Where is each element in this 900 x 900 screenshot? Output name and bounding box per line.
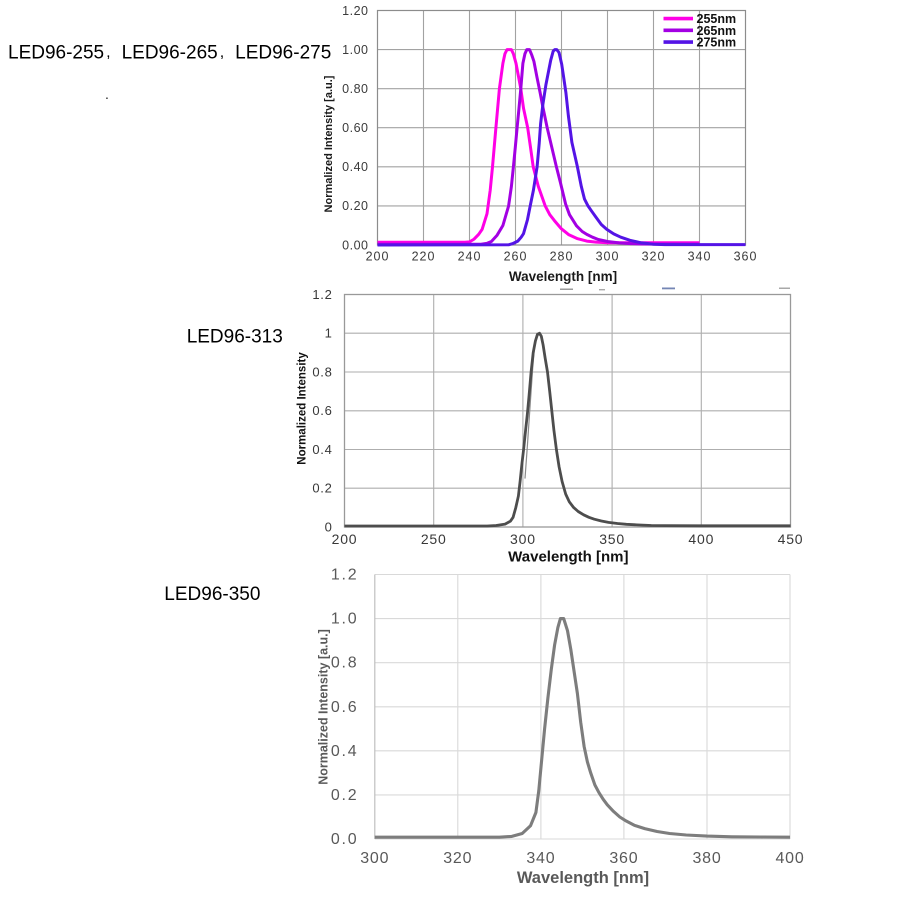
svg-text:0: 0 xyxy=(325,519,333,534)
svg-text:320: 320 xyxy=(642,250,666,264)
svg-text:350: 350 xyxy=(599,531,625,547)
svg-text:200: 200 xyxy=(332,531,358,547)
svg-text:Wavelength [nm]: Wavelength [nm] xyxy=(517,869,649,887)
svg-text:220: 220 xyxy=(412,250,436,264)
svg-text:280: 280 xyxy=(550,250,574,264)
svg-text:400: 400 xyxy=(688,531,714,547)
svg-text:360: 360 xyxy=(609,850,638,867)
svg-text:Normalized Intensity [a.u.]: Normalized Intensity [a.u.] xyxy=(317,629,331,785)
svg-text:0.4: 0.4 xyxy=(331,743,359,760)
svg-text:LED96-255,LED96-265,LED96-275: LED96-255, LED96-265, LED96-275 xyxy=(8,43,331,64)
svg-text:1: 1 xyxy=(325,326,333,341)
svg-text:0.80: 0.80 xyxy=(342,82,368,96)
svg-text:300: 300 xyxy=(510,531,536,547)
svg-text:0.6: 0.6 xyxy=(312,403,332,418)
svg-text:0.4: 0.4 xyxy=(312,442,332,457)
svg-text:Wavelength [nm]: Wavelength [nm] xyxy=(509,269,617,284)
svg-text:300: 300 xyxy=(596,250,620,264)
svg-text:240: 240 xyxy=(458,250,482,264)
svg-text:400: 400 xyxy=(775,850,804,867)
svg-text:0.8: 0.8 xyxy=(312,364,332,379)
svg-text:1.20: 1.20 xyxy=(342,4,368,18)
svg-text:0.6: 0.6 xyxy=(331,699,359,716)
svg-text:300: 300 xyxy=(360,850,389,867)
svg-text:0.0: 0.0 xyxy=(331,831,359,848)
svg-text:250: 250 xyxy=(421,531,447,547)
svg-text:0.00: 0.00 xyxy=(342,238,368,252)
svg-text:340: 340 xyxy=(688,250,712,264)
svg-text:275nm: 275nm xyxy=(697,36,737,50)
svg-text:265nm: 265nm xyxy=(697,24,737,38)
svg-text:260: 260 xyxy=(504,250,528,264)
svg-text:LED96-350: LED96-350 xyxy=(164,584,260,605)
svg-text:200: 200 xyxy=(366,250,390,264)
svg-text:1.2: 1.2 xyxy=(312,287,332,302)
svg-text:.: . xyxy=(105,86,109,102)
svg-text:450: 450 xyxy=(778,531,804,547)
svg-text:0.2: 0.2 xyxy=(331,787,359,804)
svg-text:0.8: 0.8 xyxy=(331,655,359,672)
svg-text:1.0: 1.0 xyxy=(331,611,359,628)
svg-text:Normalized Intensity: Normalized Intensity xyxy=(297,352,309,465)
svg-text:340: 340 xyxy=(526,850,555,867)
svg-text:0.2: 0.2 xyxy=(312,481,332,496)
svg-text:0.60: 0.60 xyxy=(342,121,368,135)
svg-text:0.40: 0.40 xyxy=(342,160,368,174)
svg-text:320: 320 xyxy=(443,850,472,867)
svg-text:1.00: 1.00 xyxy=(342,43,368,57)
svg-text:Wavelength [nm]: Wavelength [nm] xyxy=(508,549,628,566)
svg-text:0.20: 0.20 xyxy=(342,199,368,213)
svg-text:LED96-313: LED96-313 xyxy=(187,327,283,348)
svg-text:255nm: 255nm xyxy=(697,12,737,26)
svg-text:380: 380 xyxy=(692,850,721,867)
svg-text:1.2: 1.2 xyxy=(331,567,359,584)
svg-text:360: 360 xyxy=(734,250,758,264)
svg-text:Normalized Intensity [a.u.]: Normalized Intensity [a.u.] xyxy=(323,75,335,212)
